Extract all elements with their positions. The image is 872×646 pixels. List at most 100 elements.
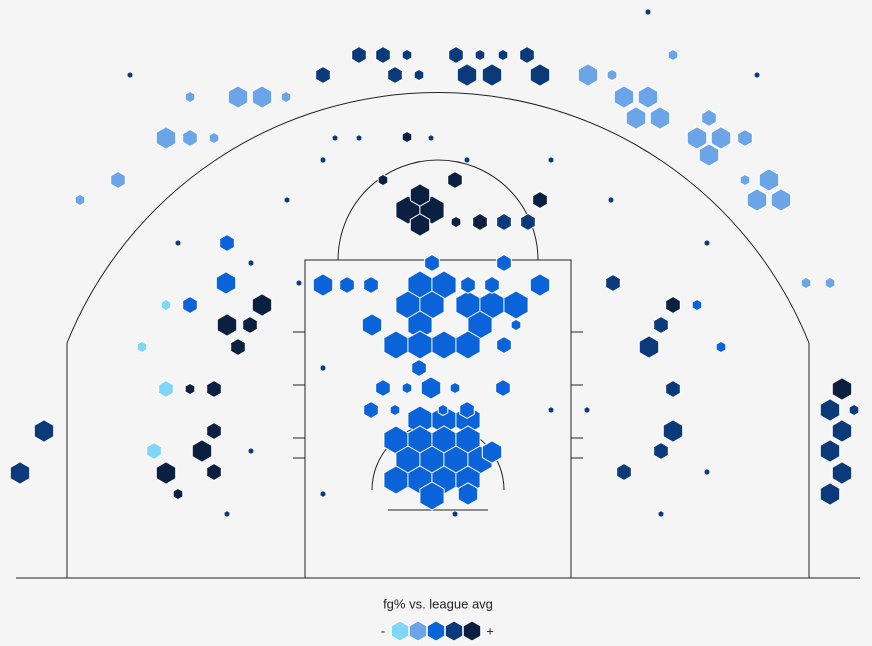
legend xyxy=(390,620,482,642)
hex-bin xyxy=(375,46,391,64)
hex-bin xyxy=(175,240,181,246)
hex-bin xyxy=(520,213,536,231)
hex-bin xyxy=(158,380,174,398)
hex-bin xyxy=(496,213,512,231)
hex-bin xyxy=(460,276,476,294)
hex-bin xyxy=(800,276,812,290)
hex-bin xyxy=(548,407,554,413)
hex-bin xyxy=(160,298,172,312)
hex-bin xyxy=(606,68,618,82)
hex-bin xyxy=(339,276,355,294)
hex-bin xyxy=(496,336,512,354)
hex-bin xyxy=(715,340,727,354)
hex-bin xyxy=(224,511,230,517)
hex-bin xyxy=(831,419,853,443)
hex-bin xyxy=(510,318,522,332)
hex-bin xyxy=(420,376,442,400)
hex-bin xyxy=(645,9,651,15)
hex-bin xyxy=(155,126,177,150)
hex-bin xyxy=(474,48,486,62)
hex-bin xyxy=(413,68,425,82)
hex-bin xyxy=(320,365,326,371)
hex-bin xyxy=(407,310,433,340)
hex-bin xyxy=(649,106,671,130)
hex-bin xyxy=(824,276,836,290)
hex-bin xyxy=(577,63,599,87)
legend-swatch xyxy=(462,620,482,642)
hex-bin xyxy=(363,276,379,294)
hex-bin xyxy=(401,48,413,62)
hex-bin xyxy=(401,130,413,144)
hex-bin xyxy=(848,403,860,417)
hex-bin xyxy=(616,463,632,481)
legend-swatch xyxy=(426,620,446,642)
hex-bin xyxy=(532,191,548,209)
hex-bin xyxy=(496,254,512,272)
legend-title: fg% vs. league avg xyxy=(383,596,493,611)
hex-bin xyxy=(701,109,717,127)
hex-bin xyxy=(613,85,635,109)
hex-bin xyxy=(481,63,503,87)
hex-bin xyxy=(74,193,86,207)
hex-bin xyxy=(459,401,475,419)
hex-bin xyxy=(456,63,478,87)
court xyxy=(16,92,860,579)
hex-bin xyxy=(448,46,464,64)
legend-swatch xyxy=(444,620,464,642)
hex-bin xyxy=(637,85,659,109)
hex-bin xyxy=(383,330,409,360)
hex-bin xyxy=(497,48,509,62)
hex-bin xyxy=(332,135,338,141)
hex-bin xyxy=(312,273,334,297)
hex-bin xyxy=(419,481,445,511)
hex-bin xyxy=(191,439,213,463)
legend-high: + xyxy=(486,623,494,638)
hex-bin xyxy=(387,66,403,84)
hex-bin xyxy=(638,335,660,359)
hex-bin xyxy=(704,240,710,246)
hex-bin xyxy=(9,461,31,485)
hex-bin xyxy=(529,63,551,87)
hex-bin xyxy=(182,296,198,314)
hex-bin xyxy=(320,491,326,497)
hex-bin xyxy=(529,273,551,297)
hex-bin xyxy=(665,296,681,314)
hex-bin xyxy=(770,188,792,212)
hex-bin xyxy=(831,461,853,485)
hex-bin xyxy=(182,129,198,147)
legend-swatch xyxy=(408,620,428,642)
hex-bin xyxy=(584,407,590,413)
hex-bin xyxy=(472,213,488,231)
hex-bin xyxy=(653,442,669,460)
hex-bin xyxy=(691,298,703,312)
hex-bin xyxy=(208,131,220,145)
hex-bin xyxy=(242,316,258,334)
hex-bin xyxy=(377,173,389,187)
hex-bin xyxy=(206,463,222,481)
legend-low: - xyxy=(381,623,385,638)
hex-bin xyxy=(698,143,720,167)
hex-bin xyxy=(206,380,222,398)
hex-bin xyxy=(184,90,196,104)
hex-bin xyxy=(315,66,331,84)
hex-bin xyxy=(215,271,237,295)
hex-bin xyxy=(503,290,529,320)
hex-bin xyxy=(389,403,401,417)
hex-bin xyxy=(206,422,222,440)
hex-bin xyxy=(653,316,669,334)
hex-layer xyxy=(9,9,860,517)
hex-bin xyxy=(667,48,679,62)
hex-bin xyxy=(219,234,235,252)
hex-bin xyxy=(363,401,379,419)
hex-bin xyxy=(758,168,780,192)
hex-bin xyxy=(449,381,461,395)
hex-bin xyxy=(280,90,292,104)
hex-bin xyxy=(548,157,554,163)
hex-bin xyxy=(33,419,55,443)
hex-bin xyxy=(662,419,684,443)
hex-bin xyxy=(428,135,434,141)
hex-bin xyxy=(375,379,391,397)
hex-bin xyxy=(409,183,431,207)
hex-bin xyxy=(411,359,427,377)
